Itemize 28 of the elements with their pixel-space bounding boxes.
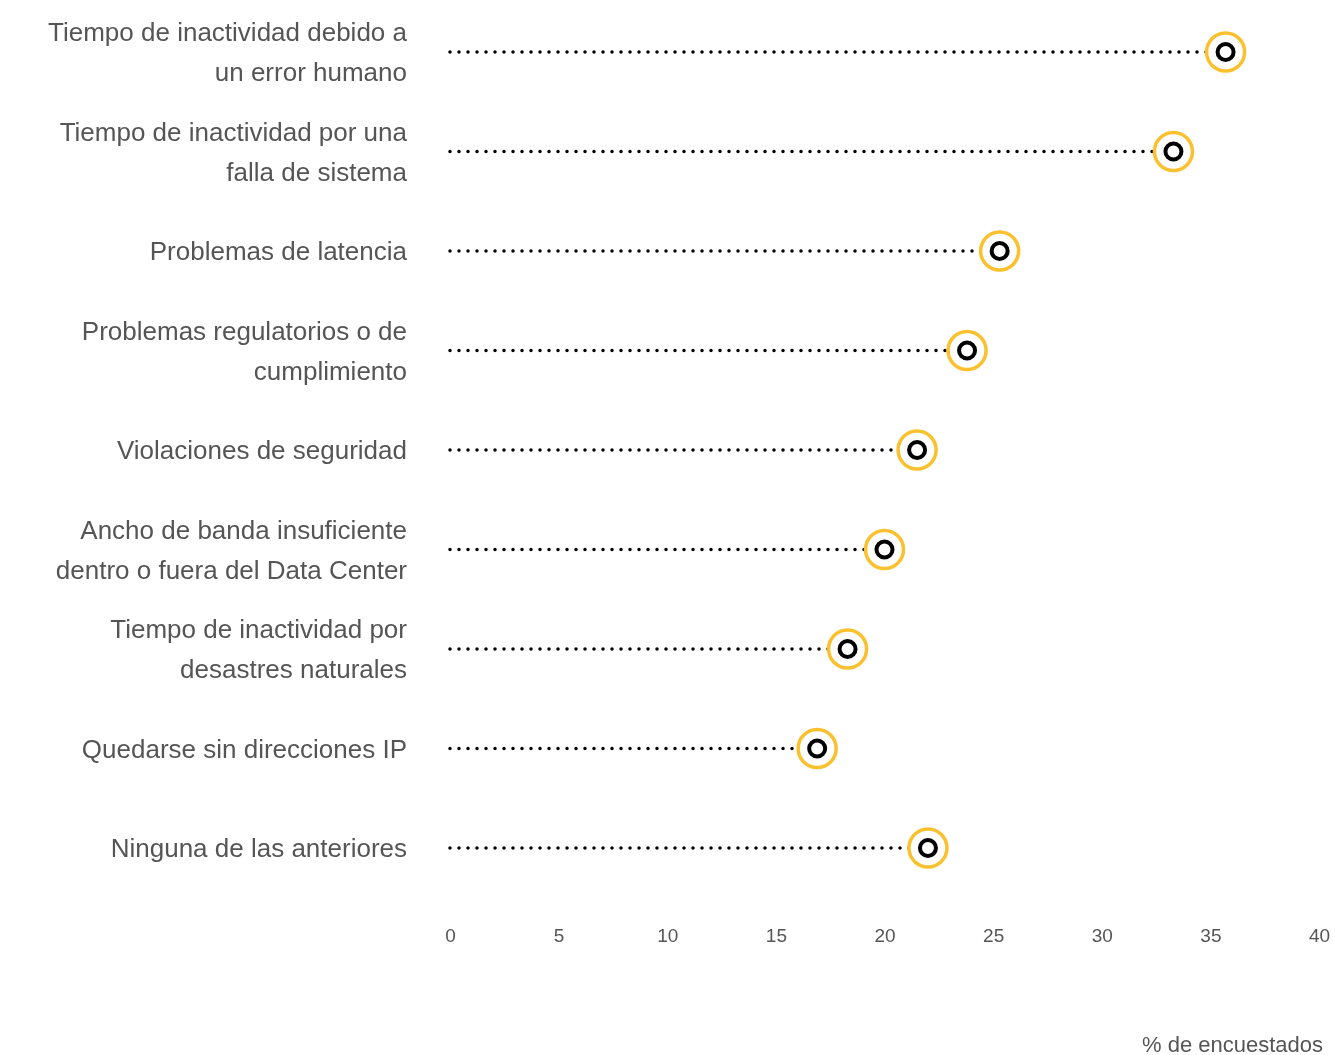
y-tick-label: Ancho de banda insuficiente dentro o fuera del Data Center [55, 514, 408, 585]
point [796, 727, 838, 770]
y-tick-label: Tiempo de inactividad por una falla de sistema [59, 116, 408, 187]
x-tick-label: 20 [874, 924, 896, 946]
x-tick-label: 0 [445, 924, 456, 946]
point [946, 329, 988, 372]
y-tick-label: Problemas de latencia [149, 236, 408, 267]
point [907, 827, 949, 869]
point [1152, 130, 1195, 173]
x-tick-label: 5 [553, 924, 565, 946]
x-tick-label: 15 [765, 924, 787, 946]
y-tick-label: Ninguna de las anteriores [110, 833, 407, 864]
x-tick-label: 35 [1200, 924, 1222, 946]
y-tick-label: Quedarse sin direcciones IP [81, 733, 407, 764]
point [863, 528, 906, 571]
x-tick-label: 25 [983, 924, 1005, 946]
point [978, 230, 1021, 272]
point [1204, 31, 1247, 73]
y-tick-label: Tiempo de inactividad debido a un error humano [48, 17, 408, 88]
y-tick-label: Violaciones de seguridad [116, 435, 407, 466]
x-axis-title: % de encuestados [1141, 1032, 1323, 1055]
point [826, 628, 869, 670]
y-tick-label: Tiempo de inactividad por desastres naturales [110, 614, 408, 685]
y-tick-label: Problemas regulatorios o de cumplimiento [81, 315, 407, 386]
point [896, 429, 938, 471]
x-tick-label: 30 [1091, 924, 1113, 946]
x-tick-label: 40 [1308, 924, 1331, 946]
x-tick-label: 10 [657, 924, 679, 946]
